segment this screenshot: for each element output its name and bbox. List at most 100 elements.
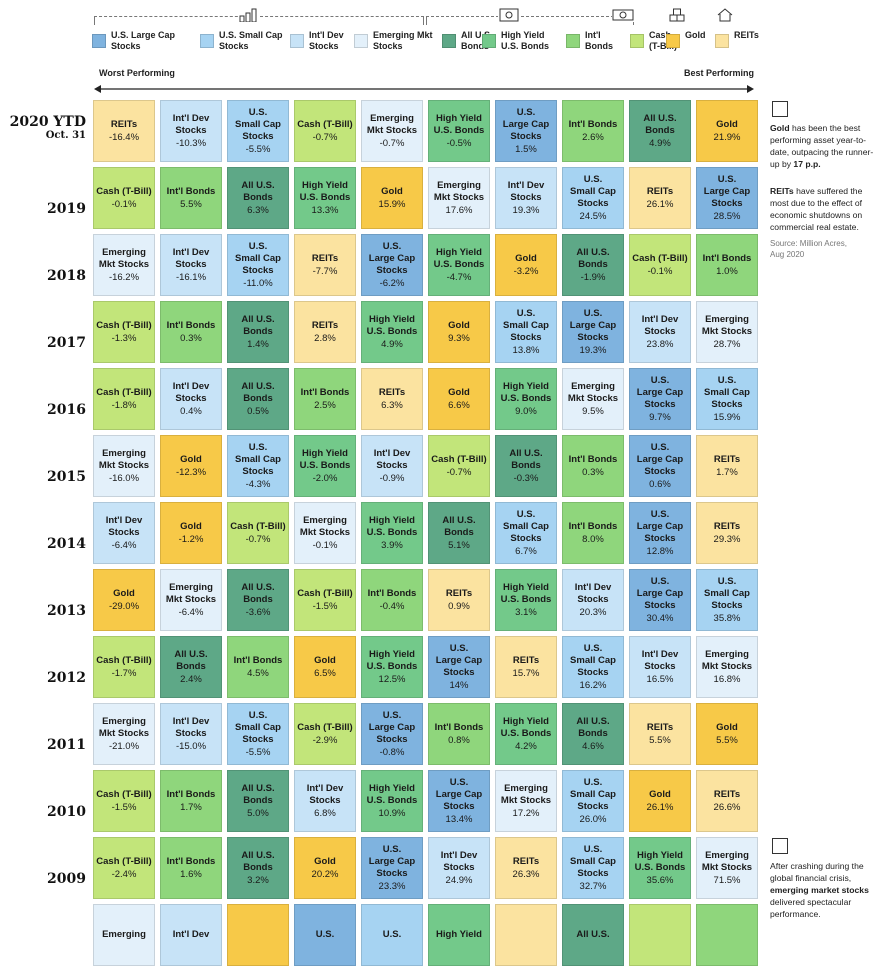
asset-name: REITs [512, 654, 540, 666]
return-value: 12.8% [646, 545, 674, 557]
return-cell-cash: Cash (T-Bill) -0.1% [93, 167, 155, 229]
return-cell-ussc: U.S. Small Cap Stocks -5.5% [227, 703, 289, 765]
return-cell-reits: REITs 15.7% [495, 636, 557, 698]
legend-label-intlbonds: Int'l Bonds [585, 30, 613, 51]
year-label: 2011 [0, 737, 86, 753]
legend-label-em: Emerging Mkt Stocks [373, 30, 433, 51]
return-cell-reits: REITs 1.7% [696, 435, 758, 497]
return-cell-uslc: U.S. Large Cap Stocks 0.6% [629, 435, 691, 497]
asset-name: Cash (T-Bill) [632, 252, 688, 264]
year-text: 2012 [47, 670, 86, 686]
asset-name: Emerging Mkt Stocks [701, 313, 753, 337]
asset-name: REITs [713, 453, 741, 465]
return-cell-intldev: Int'l Dev Stocks 20.3% [562, 569, 624, 631]
asset-name: Gold [180, 453, 202, 465]
return-value: 24.5% [579, 210, 607, 222]
asset-name: Cash (T-Bill) [96, 788, 152, 800]
gold-note-bold: Gold [770, 123, 790, 133]
return-value: 26.1% [646, 801, 674, 813]
gold-note-bold2: 17 p.p. [793, 159, 821, 169]
asset-name: U.S. Large Cap Stocks [636, 441, 684, 477]
return-cell-reits [495, 904, 557, 966]
asset-name: Int'l Bonds [166, 185, 216, 197]
return-cell-allbonds: All U.S. Bonds 4.9% [629, 100, 691, 162]
asset-name: Int'l Bonds [568, 520, 618, 532]
return-cell-intlbonds: Int'l Bonds 4.5% [227, 636, 289, 698]
asset-name: Emerging Mkt Stocks [701, 648, 753, 672]
return-cell-ussc: U.S. Small Cap Stocks -4.3% [227, 435, 289, 497]
year-label: 2019 [0, 201, 86, 217]
return-value: 6.6% [448, 399, 470, 411]
return-cell-allbonds: All U.S. Bonds 2.4% [160, 636, 222, 698]
year-text: 2019 [47, 201, 86, 217]
year-text: 2015 [47, 469, 86, 485]
return-cell-em: Emerging Mkt Stocks -16.0% [93, 435, 155, 497]
return-value: 2.4% [180, 673, 202, 685]
asset-name: REITs [713, 520, 741, 532]
return-value: 9.0% [515, 405, 537, 417]
gold-bars-icon [666, 8, 688, 22]
asset-name: Emerging Mkt Stocks [366, 112, 418, 136]
legend-label-reits: REITs [734, 30, 759, 40]
asset-name: Emerging Mkt Stocks [98, 715, 150, 739]
return-cell-gold: Gold 21.9% [696, 100, 758, 162]
return-value: 24.9% [445, 874, 473, 886]
return-cell-uslc: U.S. Large Cap Stocks 14% [428, 636, 490, 698]
return-cell-uslc: U.S. Large Cap Stocks 12.8% [629, 502, 691, 564]
return-cell-reits: REITs 26.3% [495, 837, 557, 899]
asset-name: Emerging [102, 929, 146, 940]
return-cell-gold: Gold 20.2% [294, 837, 356, 899]
return-value: 19.3% [579, 344, 607, 356]
return-value: 16.8% [713, 673, 741, 685]
asset-name: Cash (T-Bill) [96, 319, 152, 331]
asset-name: U.S. Large Cap Stocks [636, 374, 684, 410]
year-text: 2014 [47, 536, 86, 552]
return-cell-uslc: U.S. Large Cap Stocks -6.2% [361, 234, 423, 296]
return-value: 4.5% [247, 667, 269, 679]
return-value: 6.8% [314, 807, 336, 819]
return-cell-intlbonds: Int'l Bonds 2.6% [562, 100, 624, 162]
return-cell-gold: Gold 5.5% [696, 703, 758, 765]
return-cell-gold: Gold 9.3% [428, 301, 490, 363]
return-value: 13.4% [445, 813, 473, 825]
asset-name: U.S. Small Cap Stocks [570, 843, 616, 879]
asset-name: High Yield U.S. Bonds [634, 849, 686, 873]
return-cell-em: Emerging [93, 904, 155, 966]
return-cell-cash [629, 904, 691, 966]
return-cell-ussc: U.S. Small Cap Stocks 26.0% [562, 770, 624, 832]
return-cell-hy: High Yield U.S. Bonds 4.9% [361, 301, 423, 363]
return-value: -6.4% [178, 606, 204, 618]
return-value: 28.5% [713, 210, 741, 222]
return-cell-em: Emerging Mkt Stocks -21.0% [93, 703, 155, 765]
asset-name: Cash (T-Bill) [297, 587, 353, 599]
year-label: 2020 YTD Oct. 31 [0, 114, 86, 142]
year-label: 2014 [0, 536, 86, 552]
year-label: 2012 [0, 670, 86, 686]
return-cell-uslc: U.S. Large Cap Stocks 19.3% [562, 301, 624, 363]
asset-name: All U.S. Bonds [241, 179, 275, 203]
return-value: -0.5% [446, 137, 472, 149]
return-cell-gold: Gold -3.2% [495, 234, 557, 296]
return-cell-allbonds: All U.S. Bonds 5.1% [428, 502, 490, 564]
return-cell-reits: REITs 26.1% [629, 167, 691, 229]
return-cell-reits: REITs -16.4% [93, 100, 155, 162]
asset-name: Gold [716, 118, 738, 130]
asset-name: U.S. Large Cap Stocks [636, 508, 684, 544]
best-performing-label: Best Performing [684, 68, 755, 78]
asset-name: REITs [311, 252, 339, 264]
asset-name: Emerging Mkt Stocks [98, 246, 150, 270]
asset-name: High Yield U.S. Bonds [500, 715, 552, 739]
return-value: 4.9% [649, 137, 671, 149]
asset-name: Gold [113, 587, 135, 599]
legend-item-uslc: U.S. Large Cap Stocks [92, 30, 175, 56]
asset-name: Int'l Dev Stocks [440, 849, 478, 873]
return-value: -1.7% [111, 667, 137, 679]
return-cell-gold: Gold -1.2% [160, 502, 222, 564]
asset-name: U.S. Large Cap Stocks [636, 575, 684, 611]
return-cell-ussc: U.S. Small Cap Stocks 6.7% [495, 502, 557, 564]
return-value: 5.0% [247, 807, 269, 819]
performance-arrow [94, 85, 754, 93]
return-cell-intlbonds: Int'l Bonds -0.4% [361, 569, 423, 631]
asset-name: U.S. Small Cap Stocks [235, 441, 281, 477]
return-cell-hy: High Yield U.S. Bonds 3.1% [495, 569, 557, 631]
